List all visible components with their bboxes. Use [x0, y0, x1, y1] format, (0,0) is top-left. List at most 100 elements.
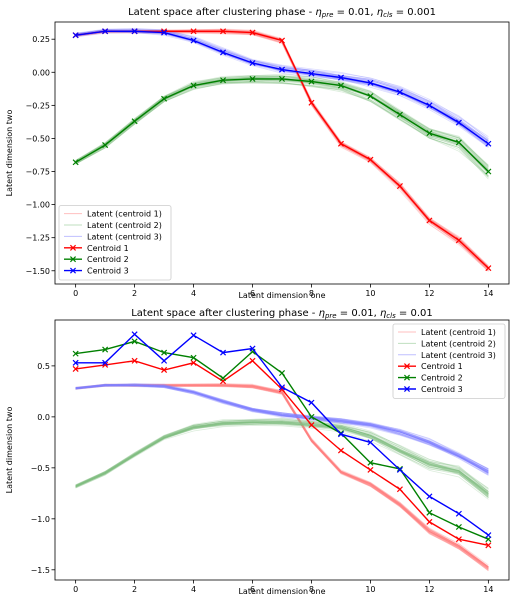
latent-line	[75, 384, 489, 570]
latent-line	[75, 29, 489, 139]
centroid-marker	[485, 542, 492, 549]
latent-line	[75, 422, 489, 496]
latent-line	[75, 78, 489, 174]
latent-line	[75, 384, 489, 471]
latent-line	[75, 384, 489, 568]
latent-line	[75, 384, 489, 568]
x-tick-label: 4	[191, 289, 196, 298]
centroid-marker	[337, 140, 344, 147]
latent-line	[75, 76, 489, 170]
latent-line	[75, 383, 489, 469]
legend-label: Centroid 3	[421, 385, 463, 394]
centroid-marker	[308, 399, 315, 406]
latent-line	[75, 384, 489, 473]
latent-line	[75, 384, 489, 474]
centroid-marker	[249, 75, 256, 82]
latent-line	[75, 385, 489, 476]
latent-line	[75, 384, 489, 474]
legend-item: Centroid 2	[64, 255, 129, 264]
latent-line	[75, 78, 489, 173]
axes-frame	[54, 21, 510, 285]
centroid-marker	[485, 140, 492, 147]
latent-line	[75, 420, 489, 495]
latent-line	[75, 78, 489, 173]
latent-line	[75, 419, 489, 492]
legend-item: Latent (centroid 2)	[64, 221, 162, 230]
latent-line	[75, 384, 489, 470]
x-tick-label: 12	[424, 289, 434, 298]
latent-line	[75, 424, 489, 500]
x-tick-label: 14	[483, 289, 493, 298]
latent-line	[75, 384, 489, 473]
centroid-marker	[102, 346, 109, 353]
latent-line	[75, 384, 489, 568]
latent-line	[75, 80, 489, 177]
centroid-marker	[396, 111, 403, 118]
latent-line	[75, 421, 489, 496]
centroid-marker	[308, 413, 315, 420]
centroid-marker	[102, 359, 109, 366]
latent-line	[75, 421, 489, 496]
latent-line	[75, 32, 489, 272]
latent-line	[75, 76, 489, 172]
centroid-marker	[278, 75, 286, 82]
latent-line	[75, 385, 489, 570]
latent-line	[75, 385, 489, 568]
legend-item: Latent (centroid 3)	[64, 232, 162, 241]
chart-title: Latent space after clustering phase - ηp…	[128, 7, 436, 19]
latent-line	[75, 29, 489, 142]
latent-line	[75, 421, 489, 495]
centroid-marker	[249, 345, 256, 352]
latent-line	[75, 77, 489, 171]
latent-line	[75, 384, 489, 472]
latent-line	[75, 78, 489, 172]
centroid-marker	[367, 156, 374, 163]
centroid-marker	[337, 82, 344, 89]
y-tick-label: −1.50	[25, 267, 50, 276]
centroid-line-2	[75, 78, 489, 172]
latent-line	[75, 29, 489, 141]
centroid-marker	[278, 384, 286, 391]
y-tick-label: −0.5	[31, 464, 50, 473]
y-tick-label: −1.0	[31, 515, 50, 524]
latent-line	[75, 82, 489, 180]
centroid-marker	[396, 466, 403, 473]
centroid-marker	[220, 28, 227, 35]
centroid-marker	[190, 28, 197, 35]
latent-bundle-1	[75, 383, 489, 572]
legend-box	[392, 323, 506, 399]
centroid-marker	[337, 431, 344, 438]
axes-frame	[54, 319, 510, 581]
centroid-marker	[161, 357, 168, 364]
latent-line	[75, 384, 489, 569]
centroid-marker	[220, 375, 227, 382]
latent-line	[75, 383, 489, 568]
centroid-marker	[249, 29, 256, 36]
latent-line	[75, 383, 489, 470]
latent-line	[75, 384, 489, 472]
x-axis-label: Latent dimension one	[238, 587, 325, 596]
latent-line	[75, 384, 489, 474]
centroid-marker	[72, 159, 79, 166]
latent-line	[75, 79, 489, 172]
latent-line	[75, 384, 489, 472]
latent-line	[75, 28, 489, 140]
latent-line	[75, 29, 489, 142]
centroid-marker	[455, 536, 462, 543]
latent-line	[75, 384, 489, 569]
centroid-marker	[308, 78, 315, 85]
centroid-marker	[455, 119, 462, 126]
centroid-marker	[485, 265, 492, 272]
centroid-marker	[131, 357, 138, 364]
latent-line	[75, 417, 489, 489]
latent-line	[75, 383, 489, 566]
latent-line	[75, 384, 489, 472]
centroid-marker	[308, 99, 315, 106]
latent-line	[75, 420, 489, 494]
latent-line	[75, 384, 489, 472]
y-axis-label: Latent dimension two	[5, 110, 14, 197]
centroid-marker	[220, 49, 227, 56]
latent-line	[75, 383, 489, 567]
latent-line	[75, 383, 489, 470]
legend-label: Centroid 3	[87, 267, 129, 276]
